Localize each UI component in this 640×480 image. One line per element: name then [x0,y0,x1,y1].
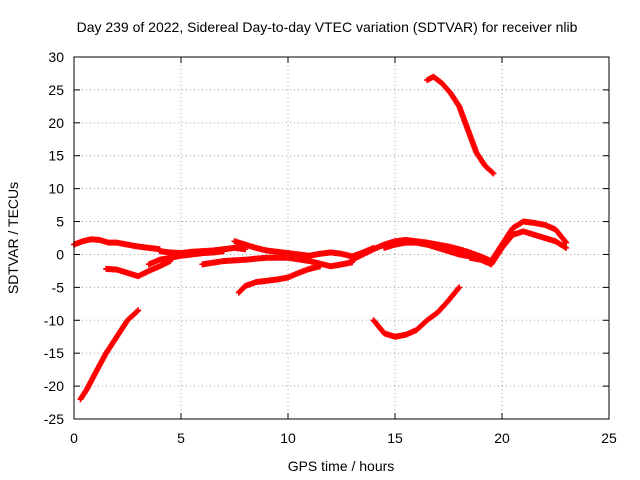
data-point-trail [134,308,141,315]
data-point [167,258,174,265]
series-arc-14 [466,228,570,268]
y-tick-label: -10 [44,312,64,328]
data-point [563,244,570,251]
series-arc-3 [231,238,377,260]
series-arc-12 [424,73,497,177]
y-axis-title: SDTVAR / TECUs [5,182,21,294]
grid [74,57,609,419]
chart-title: Day 239 of 2022, Sidereal Day-to-day VTE… [77,19,578,35]
y-tick-label: 5 [56,214,64,230]
series-arc-7 [77,307,142,403]
x-tick-label: 25 [601,430,617,446]
series-arc-1 [71,236,163,253]
series-arc-11 [370,284,463,340]
y-tick-label: 15 [48,148,64,164]
y-tick-label: 30 [48,49,64,65]
data-point [317,263,324,270]
x-tick-label: 20 [494,430,510,446]
data-point [563,239,570,246]
plot-frame [73,56,610,420]
series-arc-4 [199,254,356,270]
data-series [71,73,570,403]
data-point [220,248,227,255]
x-tick-label: 0 [70,430,78,446]
y-tick-label: 20 [48,115,64,131]
x-axis-title: GPS time / hours [288,458,395,474]
data-point-trail [455,285,462,292]
series-arc-6 [103,258,174,280]
data-point [456,284,463,291]
x-tick-label: 5 [177,430,185,446]
y-tick-label: -5 [52,279,65,295]
x-tick-label: 15 [387,430,403,446]
data-point [490,170,497,177]
data-point [135,307,142,314]
data-point-trail [489,169,496,176]
y-tick-label: -20 [44,378,64,394]
series-arc-10 [381,239,473,260]
y-tick-label: 25 [48,82,64,98]
y-tick-label: 10 [48,181,64,197]
series-arc-8 [235,263,324,296]
y-tick-label: -15 [44,345,64,361]
data-point-trail [562,238,569,245]
y-tick-label: 0 [56,246,64,262]
y-tick-label: -25 [44,411,64,427]
x-tick-label: 10 [280,430,296,446]
